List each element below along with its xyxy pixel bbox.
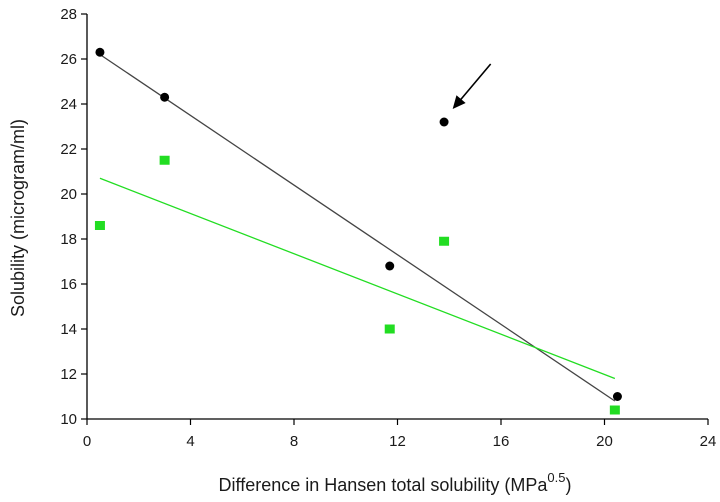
axes [81, 13, 709, 425]
x-tick-label: 8 [290, 433, 298, 450]
x-tick-label: 20 [596, 433, 613, 450]
annotation-arrow [452, 63, 492, 109]
data-point-square [159, 155, 170, 165]
x-tick-label: 24 [700, 433, 717, 450]
data-point-square [609, 405, 620, 415]
y-axis-label: Solubility (microgram/ml) [8, 119, 28, 317]
y-tick-label: 24 [60, 96, 77, 113]
y-tick-label: 16 [60, 276, 77, 293]
y-tick-label: 12 [60, 366, 77, 383]
trendline-series-2 [99, 177, 616, 380]
data-point-circle [612, 392, 622, 401]
y-tick-label: 18 [60, 231, 77, 248]
x-tick-label: 12 [389, 433, 406, 450]
y-tick-label: 10 [60, 411, 77, 428]
y-tick-label: 14 [60, 321, 77, 338]
data-points [94, 47, 622, 415]
annotations [452, 63, 492, 109]
x-axis-label-sup: 0.5 [547, 470, 565, 485]
data-point-circle [95, 47, 105, 57]
arrow-head [452, 95, 466, 109]
data-point-circle [160, 92, 170, 102]
x-tick-label: 16 [493, 433, 510, 450]
data-point-circle [385, 261, 395, 271]
arrow-shaft [458, 63, 492, 103]
x-axis-label-tail: ) [565, 475, 571, 495]
y-tick-label: 28 [60, 6, 77, 23]
data-point-square [94, 221, 105, 230]
x-axis-label-main: Difference in Hansen total solubility (M… [219, 475, 549, 495]
trendline-series-1 [99, 53, 616, 402]
data-point-square [384, 324, 395, 334]
x-tick-label: 0 [83, 433, 91, 450]
data-point-square [439, 236, 450, 246]
y-tick-label: 26 [60, 51, 77, 68]
y-tick-label: 22 [60, 141, 77, 158]
x-axis-label: Difference in Hansen total solubility (M… [219, 470, 572, 495]
y-tick-label: 20 [60, 186, 77, 203]
data-point-circle [439, 117, 449, 127]
tick-labels: 10 12 14 16 18 20 22 24 26 28 0 4 8 12 16 20 24 [60, 6, 716, 450]
x-tick-label: 4 [186, 433, 194, 450]
trendlines [99, 53, 616, 402]
